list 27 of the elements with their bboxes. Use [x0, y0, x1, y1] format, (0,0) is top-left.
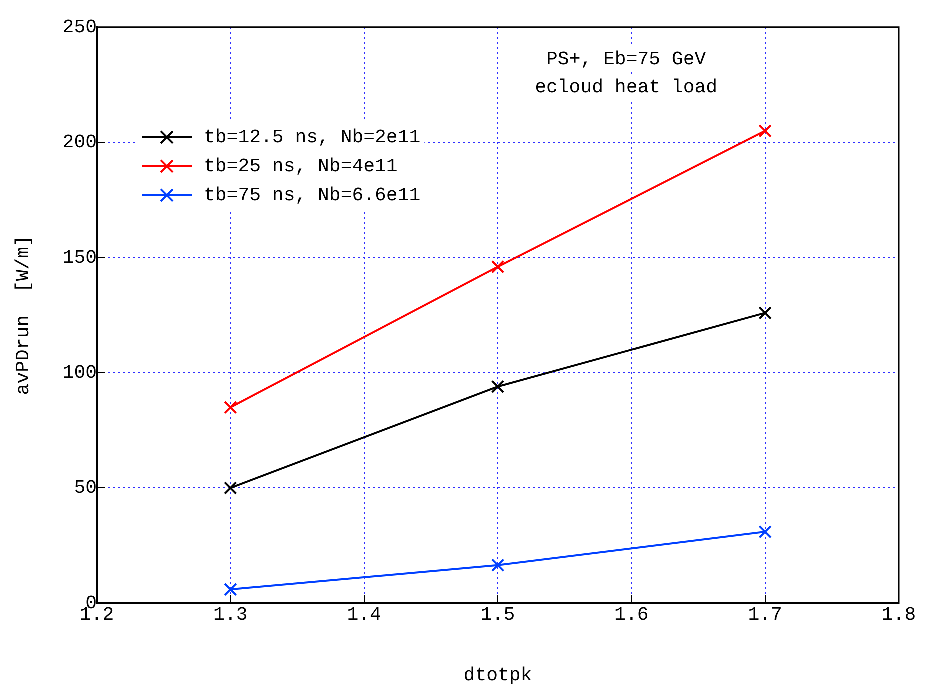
x-tick-label: 1.4 — [347, 604, 382, 626]
legend-label: tb=25 ns, Nb=4e11 — [204, 155, 398, 178]
x-tick-label: 1.7 — [748, 604, 782, 626]
point — [491, 260, 505, 274]
y-tick-label: 50 — [74, 477, 98, 500]
annotation: PS+, Eb=75 GeV — [546, 48, 707, 70]
point — [224, 482, 238, 495]
y-axis-title: avPDrun [W/m] — [12, 236, 34, 396]
point — [758, 525, 772, 539]
x-tick-label: 1.3 — [214, 604, 248, 626]
point — [491, 380, 505, 394]
legend-label: tb=12.5 ns, Nb=2e11 — [204, 126, 421, 148]
point — [224, 400, 238, 414]
point — [224, 582, 238, 596]
annotation: ecloud heat load — [535, 76, 718, 98]
x-tick-label: 1.6 — [614, 604, 649, 626]
legend-label: tb=75 ns, Nb=6.6e11 — [204, 184, 421, 206]
y-tick-label: 200 — [62, 132, 98, 154]
x-axis-title: dtotpk — [464, 664, 532, 687]
point — [491, 558, 505, 572]
y-tick-label: 250 — [62, 16, 98, 38]
y-tick-label: 100 — [62, 362, 98, 384]
y-tick-label: 150 — [62, 246, 98, 269]
x-tick-label: 1.8 — [882, 604, 916, 626]
point — [758, 124, 772, 138]
point — [758, 306, 772, 320]
x-tick-label: 1.5 — [480, 604, 516, 626]
